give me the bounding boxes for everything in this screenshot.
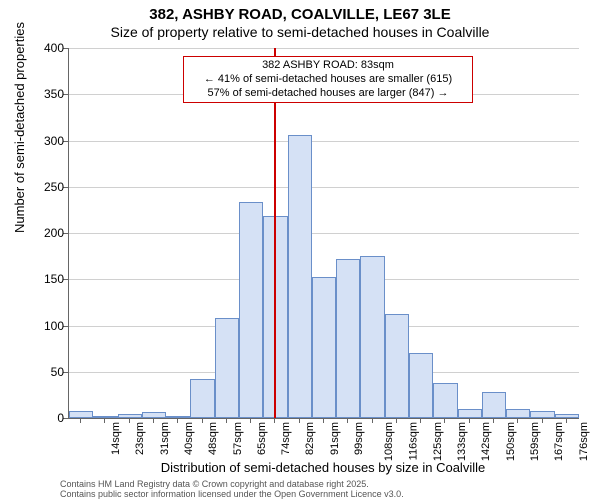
chart-title-line2: Size of property relative to semi-detach…	[0, 24, 600, 40]
xtick-label: 91sqm	[329, 422, 341, 455]
xtick-label: 133sqm	[456, 422, 468, 461]
xtick-mark	[396, 418, 397, 423]
xtick-label: 176sqm	[578, 422, 590, 461]
histogram-bar	[288, 135, 312, 418]
gridline	[69, 141, 579, 142]
histogram-bar	[506, 409, 530, 418]
xtick-label: 57sqm	[232, 422, 244, 455]
attribution-line2: Contains public sector information licen…	[60, 490, 404, 500]
xtick-mark	[323, 418, 324, 423]
annotation-box: 382 ASHBY ROAD: 83sqm← 41% of semi-detac…	[183, 56, 473, 103]
histogram-bar	[482, 392, 506, 418]
histogram-bar	[93, 416, 117, 418]
ytick-label: 0	[24, 411, 64, 425]
histogram-bar	[118, 414, 142, 418]
ytick-label: 400	[24, 41, 64, 55]
xtick-mark	[177, 418, 178, 423]
xtick-mark	[226, 418, 227, 423]
xtick-label: 150sqm	[505, 422, 517, 461]
ytick-label: 100	[24, 319, 64, 333]
xtick-mark	[299, 418, 300, 423]
histogram-bar	[215, 318, 239, 418]
xtick-mark	[274, 418, 275, 423]
xtick-mark	[469, 418, 470, 423]
xtick-label: 65sqm	[256, 422, 268, 455]
xtick-label: 31sqm	[159, 422, 171, 455]
xtick-label: 125sqm	[432, 422, 444, 461]
marker-line	[274, 48, 276, 418]
xtick-mark	[542, 418, 543, 423]
histogram-bar	[239, 202, 263, 418]
histogram-bar	[166, 416, 190, 418]
xtick-mark	[153, 418, 154, 423]
gridline	[69, 233, 579, 234]
xtick-label: 14sqm	[110, 422, 122, 455]
gridline	[69, 48, 579, 49]
xtick-label: 167sqm	[553, 422, 565, 461]
xtick-mark	[493, 418, 494, 423]
chart-container: 382, ASHBY ROAD, COALVILLE, LE67 3LE Siz…	[0, 0, 600, 500]
histogram-bar	[190, 379, 214, 418]
xtick-mark	[129, 418, 130, 423]
xtick-label: 23sqm	[134, 422, 146, 455]
histogram-bar	[360, 256, 384, 418]
ytick-label: 350	[24, 87, 64, 101]
xtick-label: 82sqm	[304, 422, 316, 455]
annotation-line2: ← 41% of semi-detached houses are smalle…	[188, 73, 468, 87]
x-axis-label: Distribution of semi-detached houses by …	[68, 460, 578, 475]
histogram-bar	[336, 259, 360, 418]
xtick-label: 116sqm	[407, 422, 419, 460]
histogram-bar	[555, 414, 579, 418]
xtick-mark	[372, 418, 373, 423]
xtick-label: 108sqm	[383, 422, 395, 461]
histogram-bar	[409, 353, 433, 418]
annotation-line3: 57% of semi-detached houses are larger (…	[188, 87, 468, 101]
xtick-mark	[250, 418, 251, 423]
ytick-label: 50	[24, 365, 64, 379]
xtick-mark	[347, 418, 348, 423]
chart-title-line1: 382, ASHBY ROAD, COALVILLE, LE67 3LE	[0, 6, 600, 23]
xtick-mark	[104, 418, 105, 423]
xtick-label: 74sqm	[280, 422, 292, 455]
histogram-bar	[458, 409, 482, 418]
ytick-label: 300	[24, 134, 64, 148]
xtick-mark	[202, 418, 203, 423]
attribution-text: Contains HM Land Registry data © Crown c…	[60, 480, 404, 500]
xtick-mark	[444, 418, 445, 423]
annotation-line1: 382 ASHBY ROAD: 83sqm	[188, 59, 468, 73]
gridline	[69, 187, 579, 188]
xtick-label: 48sqm	[207, 422, 219, 455]
histogram-bar	[433, 383, 457, 418]
xtick-label: 142sqm	[481, 422, 493, 461]
ytick-label: 250	[24, 180, 64, 194]
histogram-bar	[69, 411, 93, 418]
xtick-mark	[566, 418, 567, 423]
xtick-mark	[517, 418, 518, 423]
xtick-mark	[80, 418, 81, 423]
histogram-bar	[312, 277, 336, 418]
xtick-label: 99sqm	[353, 422, 365, 455]
plot-area	[68, 48, 579, 419]
xtick-label: 40sqm	[183, 422, 195, 455]
xtick-label: 159sqm	[529, 422, 541, 461]
histogram-bar	[385, 314, 409, 418]
ytick-label: 150	[24, 272, 64, 286]
histogram-bar	[530, 411, 554, 418]
xtick-mark	[420, 418, 421, 423]
ytick-label: 200	[24, 226, 64, 240]
